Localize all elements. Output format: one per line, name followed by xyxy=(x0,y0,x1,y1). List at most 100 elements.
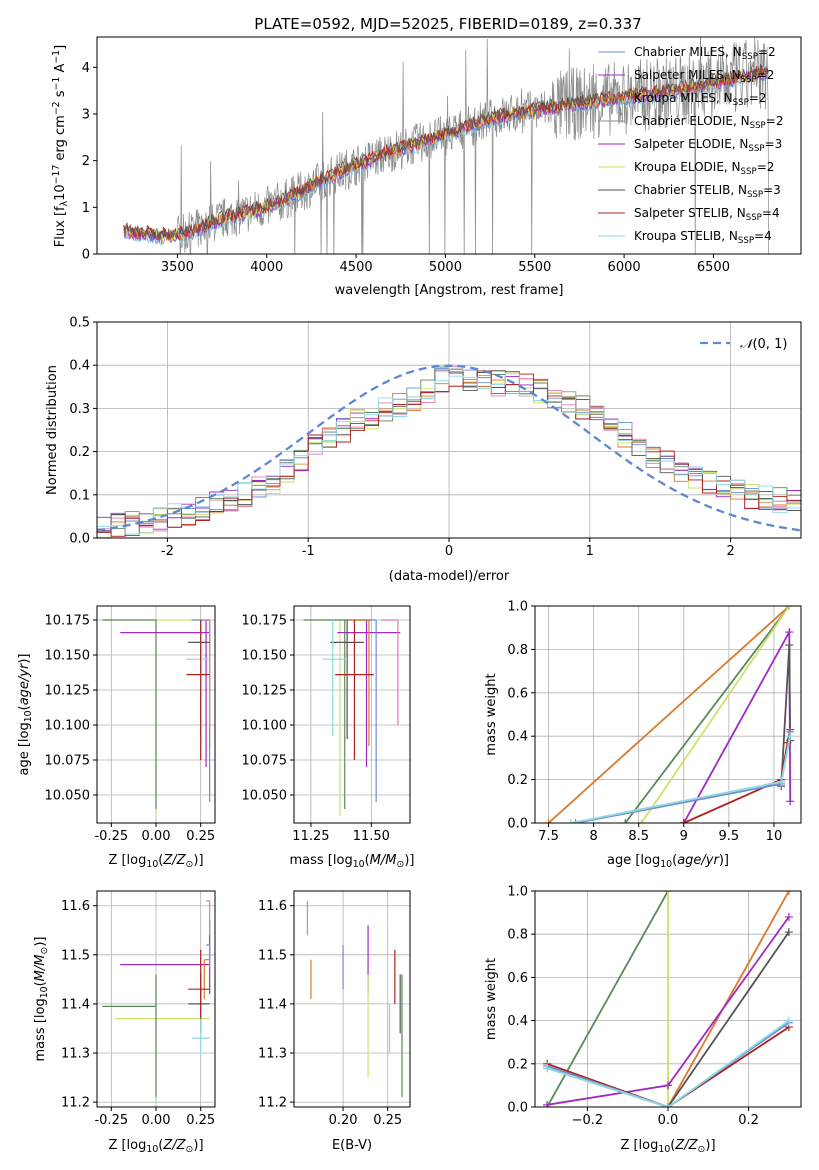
weight-marker xyxy=(664,1103,672,1107)
mass_vs_ebv-ytick-label: 11.4 xyxy=(258,997,287,1012)
spectrum-plot-area xyxy=(123,37,770,254)
mass_vs_Z-xlabel: Z [log10(Z/Z⊙)] xyxy=(108,1138,203,1155)
residuals-plot-area xyxy=(97,364,801,538)
age_vs_mass-ytick-label: 10.100 xyxy=(242,719,288,734)
weight_vs_age-ytick-label: 1.0 xyxy=(507,600,528,615)
spectrum-xtick-label: 4000 xyxy=(250,260,283,275)
residuals-xtick-label: -1 xyxy=(302,544,315,559)
spectrum-ytick-label: 1 xyxy=(82,201,90,216)
spectrum-ytick-label: 3 xyxy=(82,108,90,123)
spectrum-frame xyxy=(96,36,802,255)
age_vs_mass-ytick-label: 10.050 xyxy=(242,789,288,804)
spectrum-xtick-label: 4500 xyxy=(340,260,373,275)
legend-label: 𝒩(0, 1) xyxy=(740,337,787,352)
legend-label: Chabrier STELIB, NSSP=3 xyxy=(634,183,781,200)
weight_vs_Z-ytick-label: 0.8 xyxy=(507,928,528,943)
weight-series-line xyxy=(546,1022,790,1107)
age_vs_Z-xtick-label: 0.25 xyxy=(186,829,215,844)
age_vs_mass-ytick-label: 10.125 xyxy=(242,684,288,699)
weight-marker xyxy=(664,1081,672,1090)
mass_vs_ebv-plot-area xyxy=(306,900,403,1098)
weight_vs_age-xtick-label: 9.5 xyxy=(719,829,740,844)
weight-marker xyxy=(785,606,794,610)
gaussian-curve xyxy=(97,364,801,532)
age_vs_Z-xtick-label: 0.00 xyxy=(142,829,171,844)
weight-marker xyxy=(621,819,630,823)
mass_vs_ebv-ytick-label: 11.2 xyxy=(258,1096,287,1111)
legend-label: Kroupa MILES, NSSP=2 xyxy=(634,91,767,108)
weight_vs_age-xtick-label: 7.5 xyxy=(538,829,559,844)
weight-series-line xyxy=(640,606,791,823)
age_vs_Z-xtick-label: -0.25 xyxy=(94,829,128,844)
weight-marker xyxy=(544,819,553,823)
mass_vs_Z-ytick-label: 11.2 xyxy=(61,1096,90,1111)
weight_vs_age-xtick-label: 9 xyxy=(680,829,688,844)
weight-marker xyxy=(664,891,672,895)
legend-label: Kroupa ELODIE, NSSP=2 xyxy=(634,160,774,177)
spectrum-ytick-label: 2 xyxy=(82,154,90,169)
spectrum-ylabel: Flux [fλ10−17 erg cm−2 s−1 A−1] xyxy=(51,45,70,247)
mass_vs_ebv-xlabel: E(B-V) xyxy=(332,1138,372,1153)
weight_vs_Z-xtick-label: −0.2 xyxy=(572,1113,604,1128)
age_vs_mass-frame xyxy=(293,605,411,824)
figure-title: PLATE=0592, MJD=52025, FIBERID=0189, z=0… xyxy=(254,15,641,33)
mass_vs_Z-xtick-label: 0.00 xyxy=(142,1113,171,1128)
mass_vs_Z-ytick-label: 11.4 xyxy=(61,997,90,1012)
residuals-xtick-label: 0 xyxy=(445,544,453,559)
residual-histogram-line xyxy=(97,365,801,538)
age_vs_Z-ytick-label: 10.150 xyxy=(45,649,91,664)
residuals-xtick-label: 2 xyxy=(726,544,734,559)
spectrum-xtick-label: 5000 xyxy=(429,260,462,275)
weight_vs_Z-ylabel: mass weight xyxy=(484,958,499,1040)
spectrum-xtick-label: 5500 xyxy=(518,260,551,275)
weight-marker xyxy=(784,1016,793,1025)
age_vs_mass-xlabel: mass [log10(M/M⊙)] xyxy=(290,853,415,870)
legend-label: Salpeter STELIB, NSSP=4 xyxy=(634,206,780,223)
weight-marker xyxy=(784,912,793,921)
mass_vs_Z-xtick-label: -0.25 xyxy=(94,1113,128,1128)
mass_vs_ebv-xtick-label: 0.25 xyxy=(373,1113,402,1128)
weight-marker xyxy=(567,819,576,823)
mass_vs_ebv-axes: 0.20 0.25 11.2 11.3 11.4 11.5 11.6 E(B-V) xyxy=(258,890,411,1153)
weight-marker xyxy=(543,1064,552,1073)
weight_vs_age-ytick-label: 0.6 xyxy=(507,686,528,701)
residual-histogram-line xyxy=(97,369,801,537)
weight_vs_Z-ytick-label: 0.2 xyxy=(507,1057,528,1072)
weight-marker xyxy=(785,628,794,637)
weight-marker xyxy=(637,819,646,823)
age_vs_mass-xtick-label: 11.25 xyxy=(292,829,329,844)
weight-series-line xyxy=(546,1019,790,1107)
residuals-xlabel: (data-model)/error xyxy=(389,569,510,584)
weight_vs_Z-xlabel: Z [log10(Z/Z⊙)] xyxy=(620,1138,715,1155)
mass_vs_Z-ylabel: mass [log10(M/M⊙)] xyxy=(33,937,50,1062)
weight-marker xyxy=(571,819,580,823)
age_vs_Z-axes: -0.25 0.00 0.25 10.050 10.075 10.100 10.125 10.… xyxy=(17,605,216,870)
spectrum-model-line xyxy=(123,65,769,240)
mass_vs_Z-xtick-label: 0.25 xyxy=(186,1113,215,1128)
spectrum-xtick-label: 6500 xyxy=(697,260,730,275)
age_vs_mass-ytick-label: 10.175 xyxy=(242,614,288,629)
residuals-ylabel: Normed distribution xyxy=(45,365,60,495)
weight_vs_age-xlabel: age [log10(age/yr)] xyxy=(607,853,729,870)
mass_vs_Z-axes: -0.25 0.00 0.25 11.2 11.3 11.4 11.5 11.6 Z [log1… xyxy=(33,890,216,1155)
weight_vs_Z-ytick-label: 1.0 xyxy=(507,885,528,900)
mass_vs_Z-plot-area xyxy=(102,900,211,1098)
weight_vs_age-xtick-label: 8 xyxy=(589,829,597,844)
legend-label: Chabrier MILES, NSSP=2 xyxy=(634,45,776,62)
residuals-axes: -2 -1 0 1 2 0.0 0.1 0.2 0.3 0.4 0.5 𝒩(0, 1) (data-mo… xyxy=(45,316,802,584)
weight-series-line xyxy=(667,891,790,1107)
mass_vs_ebv-ytick-label: 11.6 xyxy=(258,899,287,914)
mass_vs_ebv-ytick-label: 11.5 xyxy=(258,948,287,963)
spectrum-ytick-label: 0 xyxy=(82,248,90,263)
mass_vs_ebv-frame xyxy=(293,890,411,1108)
weight_vs_age-ytick-label: 0.2 xyxy=(507,773,528,788)
weight_vs_age-ytick-label: 0.0 xyxy=(507,817,528,832)
residual-histogram-line xyxy=(97,370,801,537)
weight_vs_Z-xtick-label: 0.2 xyxy=(738,1113,759,1128)
mass_vs_Z-ytick-label: 11.3 xyxy=(61,1047,90,1062)
age_vs_mass-ytick-label: 10.075 xyxy=(242,754,288,769)
residuals-ytick-label: 0.2 xyxy=(69,445,90,460)
weight_vs_Z-ytick-label: 0.0 xyxy=(507,1101,528,1116)
legend-label: Salpeter ELODIE, NSSP=3 xyxy=(634,137,782,154)
